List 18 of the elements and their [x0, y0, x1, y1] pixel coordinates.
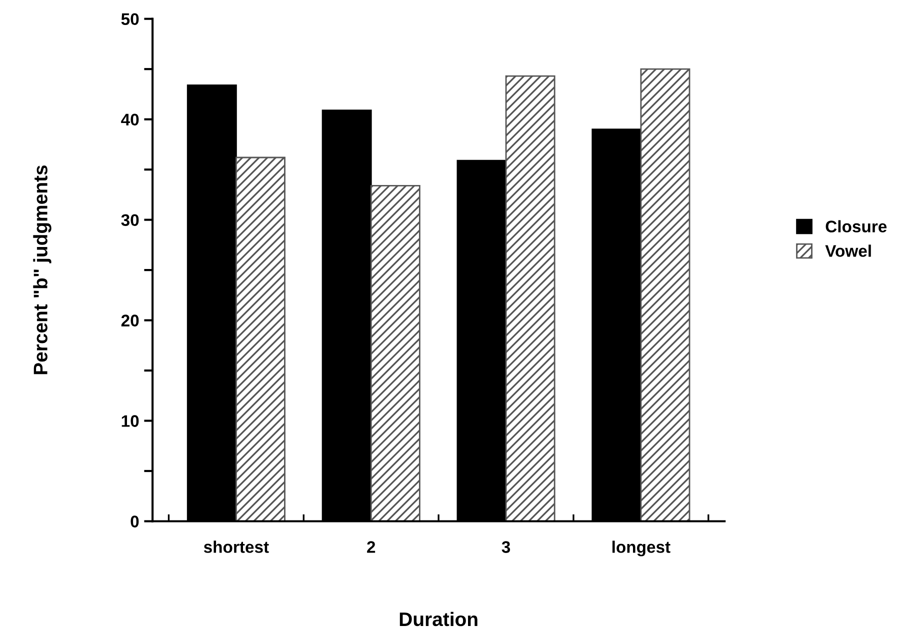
x-tick-label: longest — [612, 540, 670, 556]
bar — [235, 156, 286, 522]
x-axis-title: Duration — [400, 612, 478, 626]
bar — [370, 184, 420, 522]
y-tick-label: 40 — [121, 114, 139, 126]
bar — [505, 75, 556, 522]
x-tick-label: 2 — [367, 541, 376, 553]
y-tick-label: 10 — [122, 415, 139, 427]
y-tick-label: 50 — [121, 13, 139, 26]
x-tick-label: 3 — [502, 541, 510, 553]
bar — [640, 68, 690, 522]
legend-label: Closure — [826, 220, 887, 232]
y-tick-label: 20 — [121, 314, 139, 326]
y-tick-label: 0 — [130, 516, 139, 528]
x-tick-label: shortest — [204, 540, 269, 553]
y-tick-label: 30 — [121, 214, 139, 226]
legend-label: Vowel — [825, 244, 871, 257]
y-axis-title: Percent "b" judgments — [33, 165, 52, 374]
